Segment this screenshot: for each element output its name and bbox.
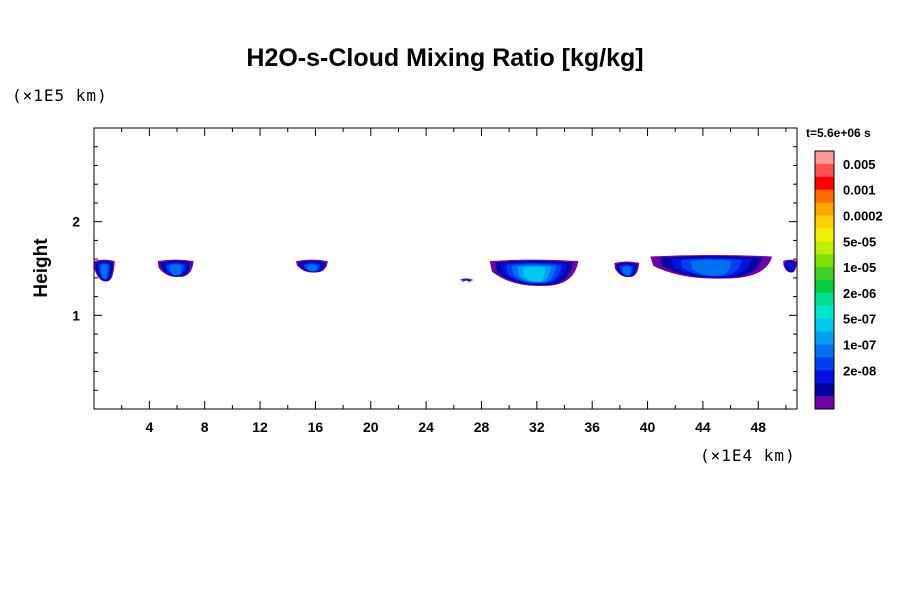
colorbar-swatch	[815, 228, 834, 242]
colorbar-swatch	[815, 176, 834, 191]
colorbar-swatch	[815, 189, 834, 204]
colorbar-swatch	[815, 280, 834, 294]
x-tick-label: 32	[529, 419, 545, 435]
cloud-contour	[169, 264, 182, 276]
colorbar-label: 0.0002	[843, 209, 883, 224]
cloud-contour	[522, 266, 546, 282]
colorbar-label: 0.001	[843, 183, 876, 198]
x-tick-label: 4	[145, 419, 153, 435]
colorbar-frame	[814, 150, 835, 410]
colorbar-label: 5e-05	[843, 234, 876, 249]
cloud-contour	[462, 280, 470, 283]
y-tick-label: 1	[72, 307, 80, 323]
x-tick-label: 40	[640, 419, 656, 435]
time-label: t=5.6e+06 s	[806, 126, 871, 140]
colorbar-swatch	[815, 383, 834, 397]
colorbar-swatch	[815, 163, 834, 178]
cloud-region	[614, 261, 640, 278]
x-tick-label: 20	[363, 419, 379, 435]
colorbar-swatch	[815, 292, 834, 307]
colorbar-label: 2e-06	[843, 286, 876, 301]
chart-title: H2O-s-Cloud Mixing Ratio [kg/kg]	[246, 44, 644, 72]
colorbar-swatch	[815, 305, 834, 320]
cloud-region	[94, 259, 115, 282]
y-axis-unit: (×1E5 km)	[12, 86, 108, 105]
x-tick-label: 16	[308, 419, 324, 435]
x-tick-label: 24	[418, 419, 434, 435]
colorbar-swatch	[815, 267, 834, 281]
x-axis-unit: (×1E4 km)	[700, 446, 796, 465]
x-tick-label: 44	[695, 419, 711, 435]
cloud-contour	[786, 262, 794, 272]
plot-frame	[93, 127, 798, 410]
cloud-region	[157, 259, 194, 278]
x-tick-label: 28	[474, 419, 490, 435]
colorbar-swatch	[815, 357, 834, 371]
cloud-region	[783, 259, 797, 273]
colorbar-label: 2e-08	[843, 363, 876, 378]
cloud-contour	[622, 266, 631, 276]
colorbar-swatch	[815, 215, 834, 229]
x-tick-label: 36	[584, 419, 600, 435]
y-tick-label: 2	[72, 214, 80, 230]
cloud-region	[459, 278, 474, 283]
cloud-field	[94, 254, 797, 286]
colorbar: 0.005 0.001 0.0002 5e-05 1e-05 2e-06 5e-07 1e-0…	[814, 150, 883, 410]
cloud-region	[296, 259, 328, 273]
cloud-contour	[690, 259, 732, 276]
x-tick-label: 12	[252, 419, 268, 435]
cloud-contour	[100, 264, 108, 279]
cloud-region	[650, 254, 773, 279]
colorbar-label: 5e-07	[843, 312, 876, 327]
colorbar-swatch	[815, 370, 834, 384]
cloud-contour	[306, 264, 318, 272]
colorbar-label: 0.005	[843, 157, 876, 172]
colorbar-swatch	[815, 151, 834, 165]
colorbar-swatch	[815, 396, 834, 410]
colorbar-swatch	[815, 331, 834, 345]
colorbar-swatch	[815, 344, 834, 358]
colorbar-label: 1e-05	[843, 260, 876, 275]
colorbar-swatch	[815, 318, 834, 333]
cloud-region	[489, 259, 579, 286]
cloud-contour	[459, 278, 474, 281]
colorbar-label: 1e-07	[843, 338, 876, 353]
colorbar-swatch	[815, 202, 834, 216]
colorbar-swatch	[815, 241, 834, 255]
cloud-contour	[461, 279, 472, 282]
colorbar-swatch	[815, 254, 834, 268]
x-tick-label: 48	[750, 419, 766, 435]
x-tick-label: 8	[201, 419, 209, 435]
